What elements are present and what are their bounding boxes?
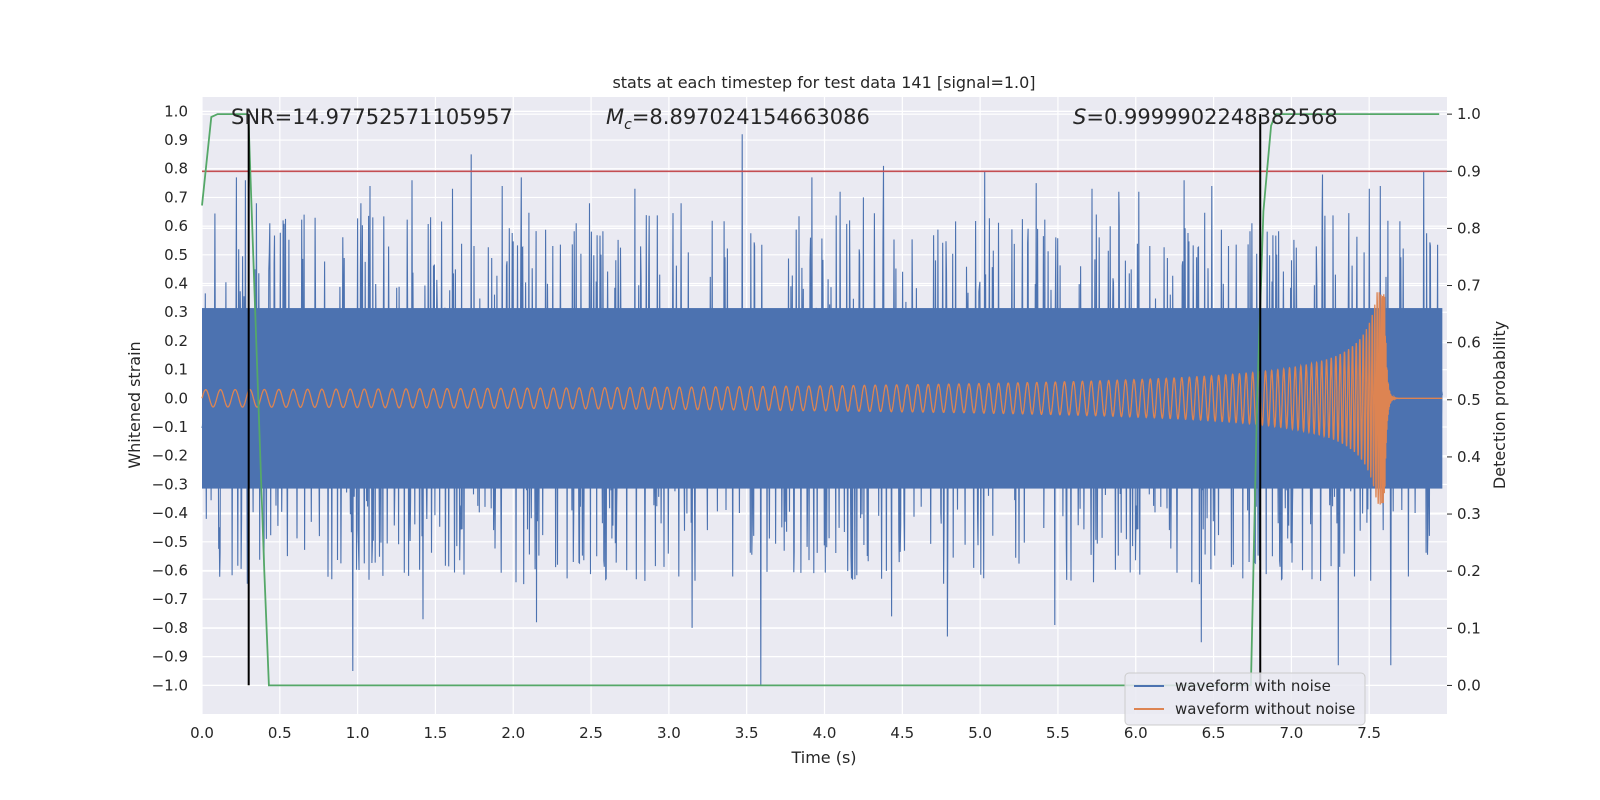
y-tick-label: −0.9: [152, 648, 188, 666]
snr-statistic-annotation: S=0.9999902248382568: [1073, 105, 1338, 129]
x-tick-label: 6.5: [1202, 724, 1226, 742]
y-tick-label: 0.6: [164, 217, 188, 235]
x-tick-label: 5.0: [968, 724, 992, 742]
chirp-mass-symbol: M: [606, 105, 624, 129]
y-tick-label: 0.7: [164, 188, 188, 206]
right-y-tick-label: 0.9: [1457, 162, 1481, 180]
x-tick-label: 5.5: [1046, 724, 1070, 742]
y-tick-label: 0.4: [164, 275, 188, 293]
y-tick-label: −0.7: [152, 590, 188, 608]
right-y-tick-label: 0.7: [1457, 277, 1481, 295]
y-tick-label: −0.2: [152, 447, 188, 465]
x-tick-label: 6.0: [1124, 724, 1148, 742]
overlay-layer: [201, 113, 1447, 687]
chirp-mass-subscript: c: [624, 117, 632, 133]
y-tick-label: −1.0: [152, 676, 188, 694]
right-y-tick-label: 0.2: [1457, 562, 1481, 580]
y-tick-label: 0.8: [164, 160, 188, 178]
y-tick-label: 0.1: [164, 361, 188, 379]
right-y-tick-label: 0.1: [1457, 619, 1481, 637]
x-tick-label: 0.0: [190, 724, 214, 742]
right-y-tick-label: 0.6: [1457, 334, 1481, 352]
y-tick-label: −0.3: [152, 475, 188, 493]
snr-annotation: SNR=14.97752571105957: [231, 105, 513, 129]
y-axis-label: Whitened strain: [125, 341, 144, 468]
x-tick-label: 7.0: [1279, 724, 1303, 742]
legend-box: [1124, 672, 1366, 726]
y-tick-label: 1.0: [164, 102, 188, 120]
x-tick-label: 3.0: [657, 724, 681, 742]
y-tick-label: 0.2: [164, 332, 188, 350]
y-tick-label: 0.9: [164, 131, 188, 149]
right-y-tick-label: 1.0: [1457, 105, 1481, 123]
series-layer: [201, 134, 1443, 686]
x-tick-label: 4.5: [890, 724, 914, 742]
legend: waveform with noise waveform without noi…: [1124, 672, 1366, 726]
x-tick-label: 1.0: [346, 724, 370, 742]
legend-label-noise: waveform with noise: [1175, 677, 1331, 695]
right-y-tick-label: 0.0: [1457, 676, 1481, 694]
x-axis-label: Time (s): [790, 748, 856, 767]
y-tick-label: 0.0: [164, 389, 188, 407]
y-tick-label: −0.6: [152, 562, 188, 580]
x-tick-label: 4.0: [813, 724, 837, 742]
statistic-value: =0.9999902248382568: [1086, 105, 1337, 129]
right-y-axis-label: Detection probability: [1490, 321, 1509, 489]
y-tick-label: −0.4: [152, 504, 188, 522]
y-tick-label: −0.1: [152, 418, 188, 436]
statistic-symbol: S: [1073, 105, 1086, 129]
y-tick-label: 0.3: [164, 303, 188, 321]
y-tick-label: −0.8: [152, 619, 188, 637]
x-tick-label: 7.5: [1357, 724, 1381, 742]
noise-core-band: [202, 308, 1443, 489]
right-y-tick-label: 0.5: [1457, 391, 1481, 409]
chirp-mass-value: =8.897024154663086: [632, 105, 870, 129]
y-tick-label: 0.5: [164, 246, 188, 264]
x-tick-label: 3.5: [735, 724, 759, 742]
chirp-mass-annotation: Mc=8.897024154663086: [606, 105, 870, 133]
x-tick-label: 2.0: [501, 724, 525, 742]
right-y-tick-label: 0.8: [1457, 219, 1481, 237]
series-detection-probability: [201, 113, 1440, 687]
x-tick-label: 0.5: [268, 724, 292, 742]
right-y-tick-label: 0.4: [1457, 448, 1481, 466]
chart-title: stats at each timestep for test data 141…: [612, 73, 1035, 92]
x-tick-label: 2.5: [579, 724, 603, 742]
right-y-tick-label: 0.3: [1457, 505, 1481, 523]
legend-label-clean: waveform without noise: [1175, 700, 1355, 718]
y-tick-label: −0.5: [152, 533, 188, 551]
x-tick-label: 1.5: [424, 724, 448, 742]
series-waveform-without-noise: [201, 292, 1443, 505]
tick-labels: 0.0 0.5 1.0 1.5 2.0 2.5 3.0 3.5 4.0 4.5 5.0 5.5 6.0 6…: [152, 102, 1481, 742]
